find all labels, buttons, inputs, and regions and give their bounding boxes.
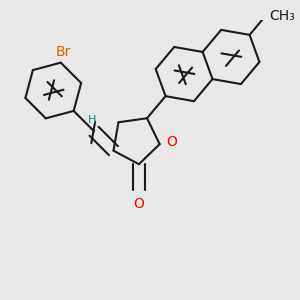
Text: CH₃: CH₃ xyxy=(269,9,295,23)
Text: O: O xyxy=(134,197,144,212)
Text: H: H xyxy=(88,115,96,125)
Text: O: O xyxy=(166,135,177,149)
Text: Br: Br xyxy=(56,45,71,59)
